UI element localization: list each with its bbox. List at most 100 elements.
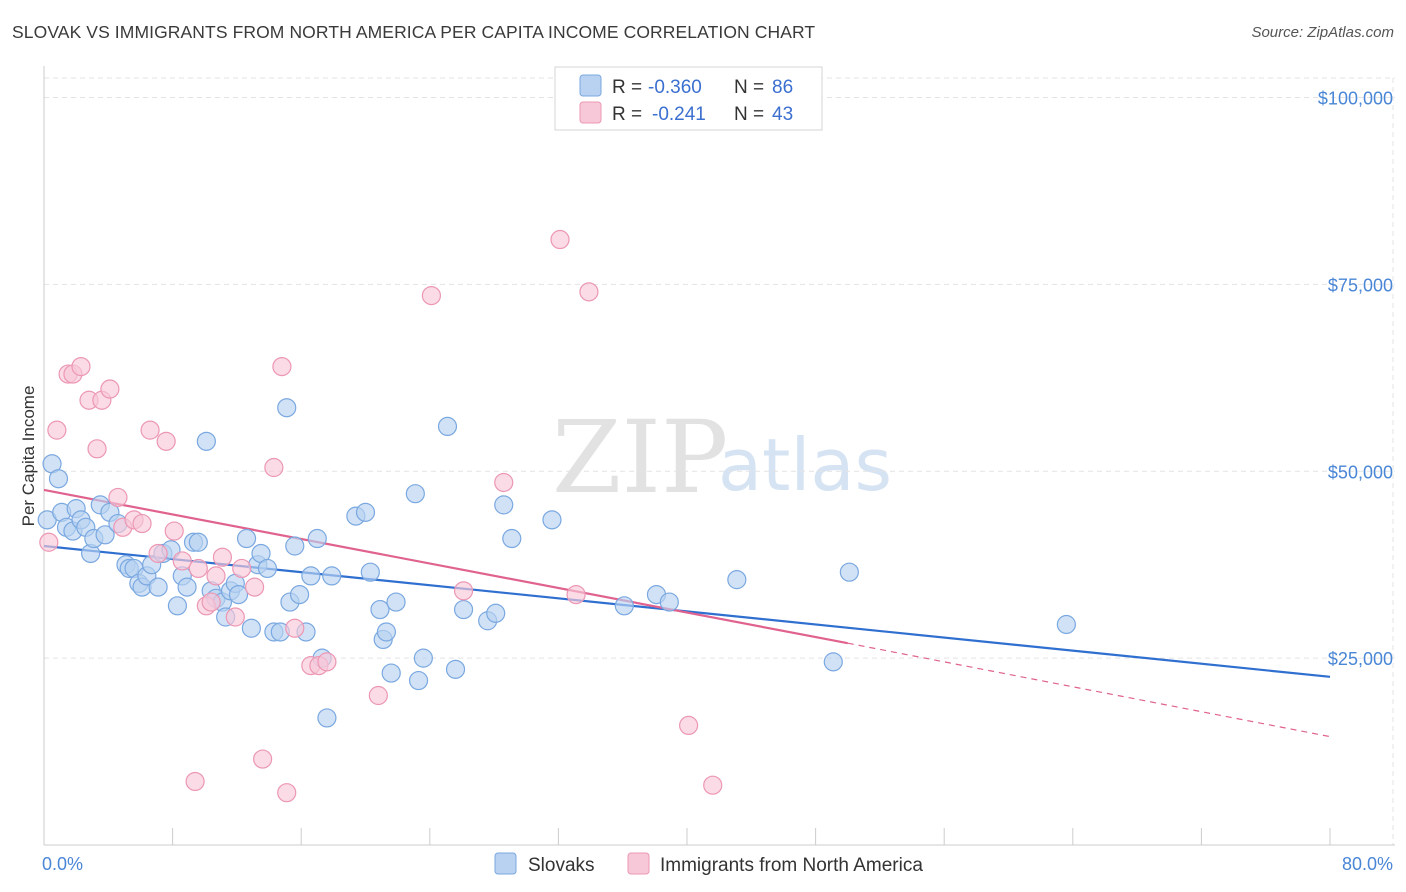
y-tick-label-1: $50,000	[1328, 462, 1393, 482]
slovaks-point-42	[257, 558, 278, 579]
slovaks-point-64	[408, 670, 429, 691]
x-tick-label-1: 80.0%	[1342, 854, 1393, 874]
immigrants-point-40	[566, 584, 586, 605]
slovaks-point-74	[614, 596, 634, 616]
immigrants-point-12	[132, 513, 152, 534]
immigrants-point-42	[679, 715, 699, 736]
slovaks-point-2	[48, 469, 69, 489]
chart-title: SLOVAK VS IMMIGRANTS FROM NORTH AMERICA …	[12, 22, 816, 42]
slovaks-point-61	[381, 663, 401, 683]
immigrants-point-26	[244, 577, 265, 597]
immigrants-point-37	[453, 581, 474, 601]
immigrants-point-4	[71, 357, 91, 377]
immigrants-point-36	[421, 285, 442, 306]
slovaks-point-39	[241, 618, 261, 638]
slovaks-point-67	[445, 659, 466, 679]
slovaks-point-68	[453, 599, 474, 620]
slovaks-point-65	[413, 648, 433, 668]
slovaks-point-12	[95, 525, 115, 545]
slovaks-point-56	[355, 502, 376, 522]
immigrants-point-13	[140, 420, 160, 440]
legend-n-value-2: 43	[772, 104, 793, 125]
immigrants-point-18	[185, 771, 205, 792]
slovaks-point-51	[307, 528, 327, 549]
y-tick-label-3: $100,000	[1318, 89, 1393, 109]
immigrants-point-28	[264, 457, 284, 478]
slovaks-point-48	[289, 584, 310, 605]
slovaks-point-37	[228, 584, 249, 605]
immigrants-point-6	[87, 439, 107, 459]
slovaks-point-76	[659, 592, 679, 612]
axes	[43, 66, 1395, 846]
immigrants-point-30	[277, 783, 297, 803]
immigrants-point-15	[156, 431, 176, 451]
slovaks-point-25	[167, 596, 188, 616]
slovaks-point-29	[188, 532, 208, 552]
chart-source: Source: ZipAtlas.com	[1251, 24, 1394, 41]
immigrants-point-1	[47, 420, 67, 440]
slovaks-point-38	[236, 528, 257, 549]
bottom-legend-swatch-slovaks	[494, 852, 517, 875]
bottom-legend-swatch-immigrants	[627, 852, 650, 875]
slovaks-point-57	[360, 562, 380, 582]
legend-box: R = -0.360 N = 86 R = -0.241 N = 43	[554, 66, 823, 131]
immigrants-point-27	[253, 749, 273, 769]
legend-swatch-slovaks	[579, 74, 602, 97]
data-points	[37, 229, 1076, 803]
immigrants-point-8	[100, 379, 120, 399]
slovaks-point-77	[727, 570, 747, 590]
legend-n-label-2: N =	[734, 104, 764, 125]
immigrants-point-14	[148, 543, 168, 564]
legend-r-label-1: R =	[612, 77, 642, 98]
immigrants-point-31	[285, 618, 305, 638]
bottom-legend-label-immigrants: Immigrants from North America	[660, 855, 923, 876]
immigrants-point-21	[201, 592, 221, 612]
legend-swatch-immigrants	[579, 101, 602, 124]
immigrants-point-22	[206, 566, 226, 586]
immigrants-point-17	[172, 551, 192, 571]
watermark-atlas: atlas	[718, 423, 892, 507]
slovaks-point-54	[322, 566, 342, 586]
slovaks-point-62	[386, 592, 406, 612]
bottom-legend: Slovaks Immigrants from North America	[494, 852, 923, 876]
immigrants-point-29	[272, 357, 292, 377]
immigrants-point-0	[39, 532, 59, 552]
slovaks-point-30	[196, 431, 216, 451]
slovaks-point-53	[317, 708, 337, 728]
slovaks-point-47	[285, 536, 305, 556]
slovaks-point-50	[301, 566, 321, 586]
slovaks-point-80	[1056, 614, 1076, 635]
immigrants-trend-line-extension	[847, 642, 1331, 738]
slovaks-point-72	[502, 528, 522, 549]
immigrants-point-43	[703, 775, 723, 795]
x-tick-label-0: 0.0%	[42, 854, 83, 874]
slovaks-point-79	[839, 562, 859, 582]
slovaks-point-45	[277, 398, 297, 418]
slovaks-point-73	[542, 510, 562, 530]
slovaks-point-71	[494, 495, 514, 515]
immigrants-point-24	[225, 607, 245, 627]
immigrants-point-35	[368, 685, 388, 706]
slovaks-point-66	[437, 416, 458, 436]
legend-n-label-1: N =	[734, 77, 764, 98]
slovaks-point-60	[376, 622, 396, 642]
y-tick-label-0: $25,000	[1328, 649, 1393, 669]
slovaks-point-22	[148, 577, 168, 597]
slovaks-point-63	[405, 484, 425, 504]
y-axis-label: Per Capita Income	[19, 386, 38, 527]
immigrants-point-16	[164, 521, 184, 541]
immigrants-point-23	[212, 547, 233, 567]
slovaks-point-27	[177, 577, 197, 597]
immigrants-point-9	[108, 487, 128, 508]
slovaks-point-58	[370, 599, 390, 620]
immigrants-point-25	[232, 558, 252, 579]
immigrants-point-39	[550, 229, 570, 250]
legend-n-value-1: 86	[772, 77, 793, 98]
legend-r-value-2: -0.241	[652, 104, 706, 125]
immigrants-point-34	[317, 652, 337, 672]
tick-labels: $25,000 $50,000 $75,000 $100,000 0.0% 80.0%	[42, 89, 1393, 875]
legend-r-label-2: R =	[612, 104, 642, 125]
y-tick-label-2: $75,000	[1328, 275, 1393, 295]
immigrants-point-38	[494, 472, 514, 493]
